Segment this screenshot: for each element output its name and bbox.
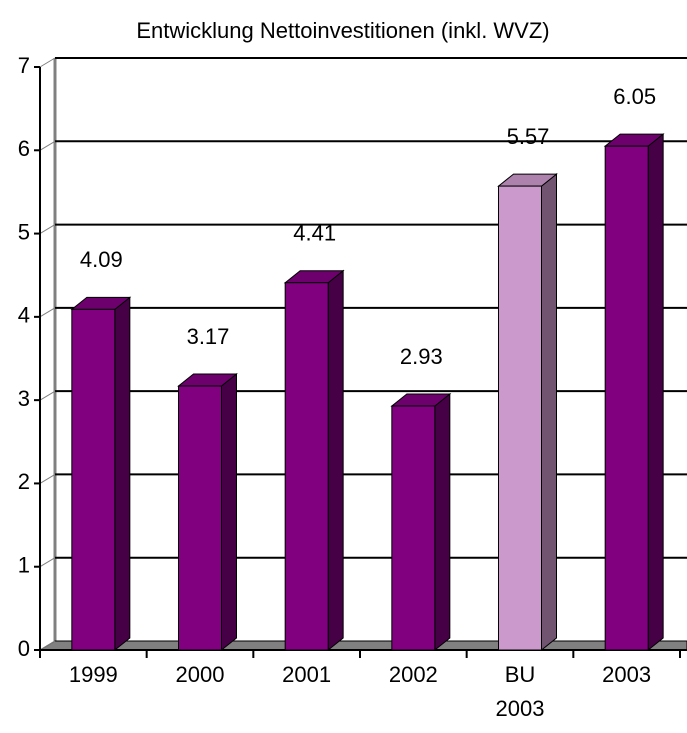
x-tick-label: 1999	[68, 662, 118, 687]
x-tick-label: 2002	[388, 662, 438, 687]
bar-side	[327, 269, 344, 652]
value-label: 6.05	[613, 84, 656, 109]
y-tick-depth	[39, 140, 56, 151]
y-tick-depth	[39, 57, 56, 68]
y-tick-label: 5	[18, 219, 30, 244]
bar	[498, 185, 542, 651]
x-tick-label: 2001	[282, 662, 332, 687]
y-tick-label: 3	[18, 386, 30, 411]
y-tick-depth	[39, 640, 56, 651]
bar-side	[114, 296, 131, 652]
bar	[284, 282, 329, 651]
floor	[38, 640, 687, 651]
bar-side	[434, 392, 451, 652]
x-tick-label: BU 2003	[495, 662, 545, 721]
y-tick-depth	[39, 473, 56, 484]
value-label: 3.17	[187, 324, 230, 349]
bar	[604, 145, 649, 651]
y-tick-depth	[39, 307, 56, 318]
value-label: 5.57	[507, 124, 550, 149]
bar-side	[647, 133, 664, 652]
value-label: 2.93	[400, 344, 443, 369]
y-tick-label: 7	[18, 53, 30, 78]
x-tick-label: 2000	[175, 662, 225, 687]
bar	[391, 405, 436, 651]
y-tick-label: 6	[18, 136, 30, 161]
y-tick-label: 4	[18, 303, 30, 328]
y-tick-label: 1	[18, 553, 30, 578]
y-tick-depth	[39, 390, 56, 401]
bar-side	[541, 173, 557, 652]
y-tick-depth	[39, 557, 56, 568]
value-label: 4.09	[80, 247, 123, 272]
y-tick-depth	[39, 224, 56, 235]
bar	[71, 308, 116, 651]
bar	[178, 385, 222, 651]
bar-side	[221, 372, 237, 652]
y-tick-label: 0	[18, 636, 30, 661]
value-label: 4.41	[293, 221, 336, 246]
y-tick-label: 2	[18, 469, 30, 494]
chart-title: Entwicklung Nettoinvestitionen (inkl. WV…	[136, 18, 549, 43]
x-tick-label: 2003	[602, 662, 652, 687]
